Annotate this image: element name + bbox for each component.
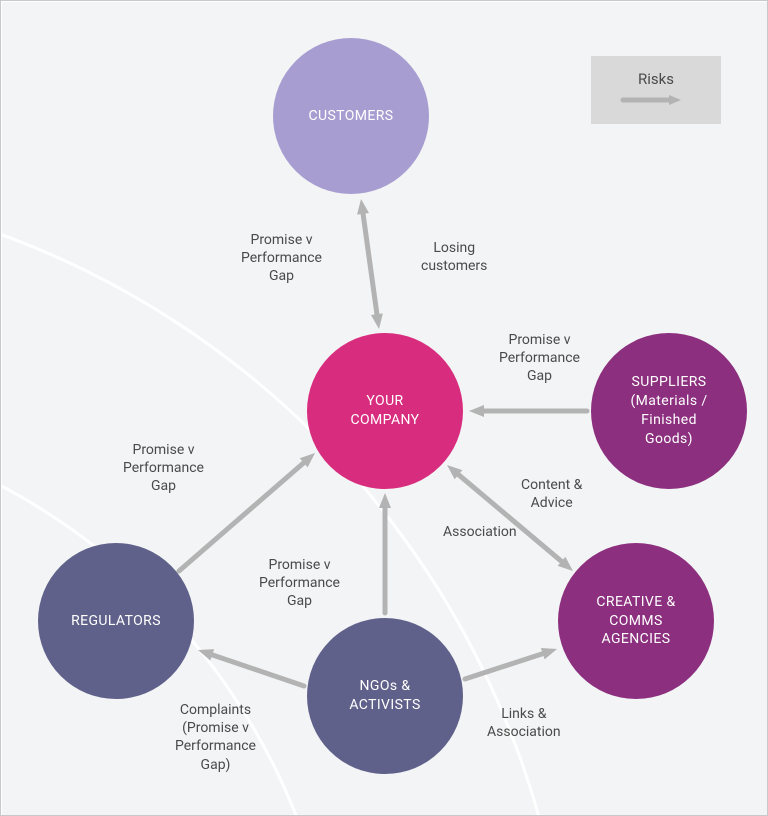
edge-label: Promise vPerformanceGap	[241, 231, 322, 286]
node-label: NGOs &ACTIVISTS	[349, 677, 420, 715]
edge-label: Promise vPerformanceGap	[259, 556, 340, 611]
legend-arrow-icon	[619, 90, 693, 110]
node-label: CUSTOMERS	[308, 107, 393, 126]
node-regulators: REGULATORS	[38, 543, 194, 699]
node-label: CREATIVE &COMMSAGENCIES	[596, 593, 675, 650]
edge-label: Promise vPerformanceGap	[499, 331, 580, 386]
edge-label: Losingcustomers	[421, 239, 487, 275]
diagram-frame: Risks YOURCOMPANY CUSTOMERS SUPPLIERS(Mate…	[0, 0, 768, 816]
edge-label: Promise vPerformanceGap	[123, 441, 204, 496]
node-ngos: NGOs &ACTIVISTS	[307, 618, 463, 774]
node-suppliers: SUPPLIERS(Materials /FinishedGoods)	[591, 333, 747, 489]
node-creative: CREATIVE &COMMSAGENCIES	[558, 543, 714, 699]
edge-label: Complaints(Promise vPerformanceGap)	[175, 701, 256, 774]
edge-label: Content &Advice	[521, 476, 582, 512]
edge-label: Association	[443, 523, 517, 541]
legend-risks: Risks	[591, 56, 721, 124]
legend-title: Risks	[638, 70, 674, 88]
node-customers: CUSTOMERS	[273, 38, 429, 194]
edge-label: Links &Association	[487, 705, 561, 741]
node-label: REGULATORS	[71, 612, 161, 631]
node-center: YOURCOMPANY	[307, 333, 463, 489]
node-label: YOURCOMPANY	[351, 392, 420, 430]
node-label: SUPPLIERS(Materials /FinishedGoods)	[630, 373, 707, 449]
